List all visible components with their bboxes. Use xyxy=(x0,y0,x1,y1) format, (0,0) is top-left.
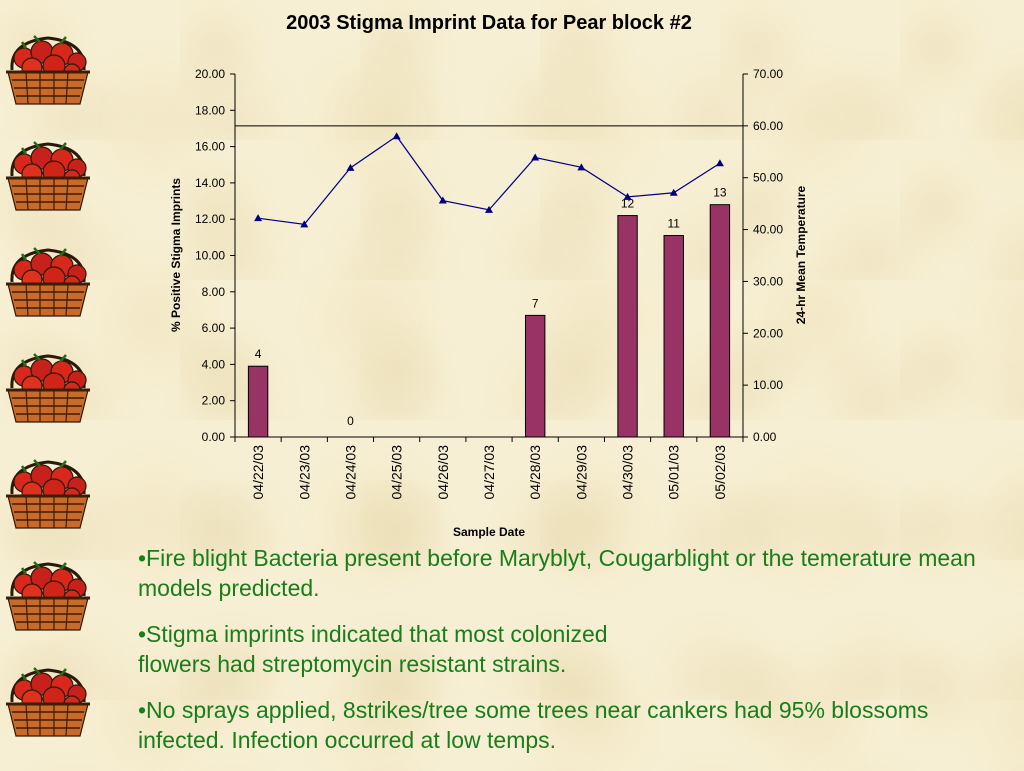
x-tick-label: 04/27/03 xyxy=(481,445,497,500)
chart-marks: 0.00 2.00 4.00 6.00 8.00 10.00 12.00 14.00 16.00… xyxy=(195,67,783,500)
bar xyxy=(617,215,638,438)
y2-axis-label: 24-hr Mean Temperature xyxy=(794,185,808,324)
apple-basket-icon xyxy=(2,544,94,636)
note-item: •No sprays applied, 8strikes/tree some t… xyxy=(138,697,929,753)
x-tick-label: 05/01/03 xyxy=(666,445,682,500)
y-tick-label: 18.00 xyxy=(195,103,225,117)
bar-data-label: 4 xyxy=(255,347,262,361)
x-tick-label: 04/23/03 xyxy=(296,445,312,500)
bar xyxy=(524,314,546,438)
bar-data-label: 12 xyxy=(621,197,635,211)
y-tick-label: 12.00 xyxy=(195,212,225,226)
y-tick-label: 6.00 xyxy=(202,321,226,335)
y-tick-label: 8.00 xyxy=(202,285,226,299)
y2-tick-label: 0.00 xyxy=(753,430,777,444)
temperature-point xyxy=(300,220,309,228)
y2-tick-label: 30.00 xyxy=(753,274,783,288)
chart: 2003 Stigma Imprint Data for Pear block … xyxy=(169,12,808,539)
y2-tick-label: 60.00 xyxy=(753,119,783,133)
x-tick-label: 04/29/03 xyxy=(573,445,589,500)
y2-tick-label: 50.00 xyxy=(753,171,783,185)
y-tick-label: 4.00 xyxy=(202,357,226,371)
y-tick-label: 10.00 xyxy=(195,249,225,263)
temperature-point xyxy=(623,192,632,200)
x-tick-label: 04/24/03 xyxy=(342,445,358,500)
bar-data-label: 11 xyxy=(667,217,680,231)
temperature-point xyxy=(531,153,540,161)
y-tick-label: 2.00 xyxy=(202,394,226,408)
bar-data-label: 7 xyxy=(532,296,539,310)
temperature-point xyxy=(254,214,263,222)
x-tick-label: 04/22/03 xyxy=(250,445,266,500)
x-tick-label: 04/25/03 xyxy=(389,445,405,500)
notes-list: •Fire blight Bacteria present before Mar… xyxy=(138,543,998,771)
temperature-point xyxy=(346,163,355,171)
y-tick-label: 14.00 xyxy=(195,176,225,190)
x-tick-label: 04/26/03 xyxy=(435,445,451,500)
y-tick-label: 16.00 xyxy=(195,140,225,154)
apple-basket-icon xyxy=(2,650,94,742)
temperature-point xyxy=(392,132,401,140)
y-axis-label: % Positive Stigma Imprints xyxy=(169,178,183,332)
bar xyxy=(247,365,269,438)
y2-tick-label: 10.00 xyxy=(753,378,783,392)
temperature-point xyxy=(577,163,586,171)
temperature-point xyxy=(485,205,493,213)
y2-tick-label: 70.00 xyxy=(753,67,783,81)
x-tick-label: 04/28/03 xyxy=(527,445,543,500)
temperature-point xyxy=(669,188,678,196)
y-tick-label: 20.00 xyxy=(195,67,225,81)
y-tick-label: 0.00 xyxy=(202,430,226,444)
x-tick-label: 05/02/03 xyxy=(712,445,728,500)
note-item: •Stigma imprints indicated that most col… xyxy=(138,621,608,677)
note-item: •Fire blight Bacteria present before Mar… xyxy=(138,545,976,601)
x-tick-label: 04/30/03 xyxy=(620,445,636,500)
x-axis-label: Sample Date xyxy=(453,525,525,539)
y2-tick-label: 20.00 xyxy=(753,326,783,340)
bar xyxy=(663,235,684,438)
chart-title: 2003 Stigma Imprint Data for Pear block … xyxy=(286,12,692,34)
temperature-point xyxy=(715,159,724,167)
y2-tick-label: 40.00 xyxy=(753,223,783,237)
temperature-point xyxy=(438,196,447,204)
bar-data-label: 0 xyxy=(347,414,354,428)
bar xyxy=(709,204,731,438)
bar-data-label: 13 xyxy=(713,186,727,200)
